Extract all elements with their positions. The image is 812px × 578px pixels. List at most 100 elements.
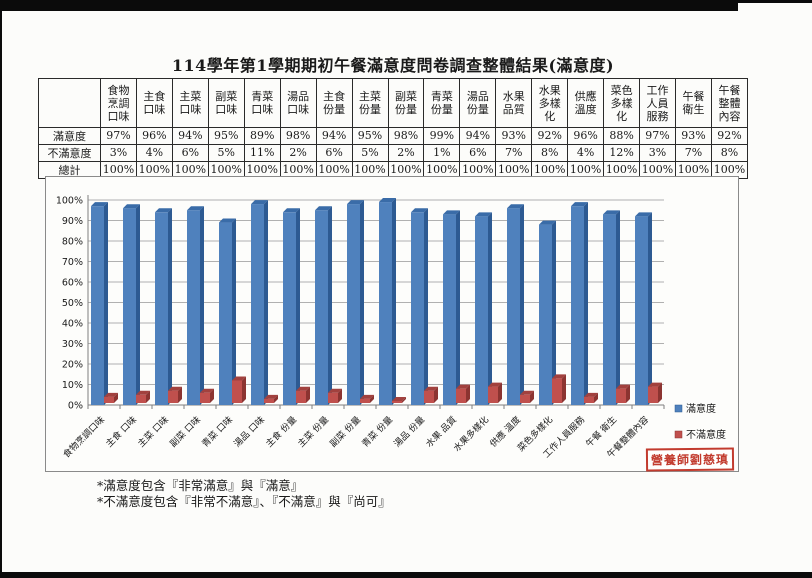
table-column-header: 午餐 衛生: [675, 78, 712, 128]
legend-label-satisfied: 滿意度: [686, 402, 716, 415]
satisfied-bar-side: [520, 204, 524, 405]
satisfied-bar-top: [411, 208, 428, 213]
satisfied-bar-top: [475, 212, 492, 217]
unsatisfied-bar-front: [232, 380, 242, 403]
satisfied-bar-top: [187, 206, 204, 211]
table-cell: 94%: [315, 127, 353, 145]
table-column-header: 湯品 份量: [459, 78, 497, 128]
unsatisfied-bar-front: [616, 388, 626, 403]
y-axis-label: 90%: [62, 216, 83, 227]
category-label: 湯品 口味: [231, 414, 267, 450]
table-row-label: 滿意度: [38, 127, 101, 145]
table-cell: 89%: [243, 127, 281, 145]
category-label: 副菜 份量: [327, 414, 363, 450]
unsatisfied-bar-front: [552, 378, 562, 403]
table-cell: 3%: [639, 144, 676, 162]
table-header-row: 食物 烹調 口味 主食 口味 主菜 口味 副菜 口味 青菜 口味 湯品 口味 主食 份量 主菜…: [38, 78, 749, 128]
unsatisfied-bar-top: [360, 394, 374, 399]
table-column-header: 主食 份量: [315, 78, 353, 128]
table-column-header: 水果 品質: [495, 78, 533, 128]
satisfied-bar-front: [283, 212, 296, 405]
table-cell: 4%: [135, 144, 173, 162]
unsatisfied-bar-side: [146, 390, 150, 403]
category-label: 湯品 份量: [391, 414, 427, 450]
page-title: 114學年第1學期期初午餐滿意度問卷調查整體結果(滿意度): [171, 56, 615, 75]
satisfied-bar-front: [603, 214, 616, 405]
satisfied-bar-side: [296, 208, 300, 405]
category-label: 主食 口味: [103, 414, 139, 450]
y-axis-label: 50%: [62, 298, 83, 309]
unsatisfied-bar-top: [328, 388, 342, 393]
unsatisfied-bar-side: [594, 392, 598, 403]
unsatisfied-bar-top: [616, 384, 630, 389]
table-column-header: 青菜 份量: [423, 78, 461, 128]
satisfied-bar-front: [379, 202, 392, 405]
unsatisfied-bar-top: [392, 396, 406, 401]
satisfaction-chart: 0%10%20%30%40%50%60%70%80%90%100%食物烹調口味主…: [56, 195, 726, 460]
satisfied-bar-top: [251, 200, 268, 205]
table-cell: 92%: [531, 127, 569, 145]
category-label: 副菜 口味: [167, 414, 203, 450]
table-cell: 6%: [459, 144, 497, 162]
unsatisfied-bar-side: [434, 386, 438, 403]
satisfied-bar-side: [104, 202, 108, 405]
unsatisfied-bar-front: [584, 396, 594, 403]
table-cell: 4%: [567, 144, 605, 162]
category-label: 主菜 份量: [295, 414, 331, 450]
unsatisfied-bar-side: [498, 382, 502, 403]
satisfied-bar-front: [155, 212, 168, 405]
satisfied-bar-top: [315, 206, 332, 211]
results-table: 食物 烹調 口味 主食 口味 主菜 口味 副菜 口味 青菜 口味 湯品 口味 主食 份量 主菜…: [38, 78, 749, 179]
unsatisfied-bar-side: [370, 394, 374, 403]
unsatisfied-bar-top: [168, 386, 182, 391]
satisfied-bar-top: [347, 200, 364, 205]
satisfied-bar-top: [219, 218, 236, 223]
table-row: 不滿意度 3% 4% 6% 5% 11% 2% 6% 5% 2% 1% 6% 7% 8% 4% 12% 3% 7%…: [38, 144, 749, 162]
satisfied-bar-side: [616, 210, 620, 405]
satisfied-bar-top: [379, 198, 396, 203]
unsatisfied-bar-front: [360, 398, 370, 403]
category-label: 青菜 口味: [199, 414, 235, 450]
unsatisfied-bar-top: [136, 390, 150, 395]
unsatisfied-bar-side: [178, 386, 182, 403]
table-cell: 2%: [279, 144, 317, 162]
table-cell: 94%: [459, 127, 497, 145]
satisfied-bar-front: [539, 224, 552, 405]
scan-edge-top-thin: [0, 0, 812, 3]
satisfied-bar-side: [456, 210, 460, 405]
y-axis-label: 80%: [62, 237, 83, 248]
unsatisfied-bar-top: [104, 392, 118, 397]
table-cell: 99%: [423, 127, 461, 145]
category-label: 青菜 份量: [359, 414, 395, 450]
table-cell: 8%: [531, 144, 569, 162]
satisfied-bar-top: [91, 202, 108, 207]
table-cell: 6%: [315, 144, 353, 162]
unsatisfied-bar-front: [200, 392, 210, 403]
unsatisfied-bar-front: [456, 388, 466, 403]
unsatisfied-bar-top: [552, 374, 566, 379]
satisfied-bar-front: [91, 206, 104, 405]
note-satisfied: *滿意度包含『非常滿意』與『滿意』: [97, 478, 304, 493]
satisfied-bar-front: [219, 222, 232, 405]
legend-swatch-satisfied: [674, 404, 683, 413]
table-row: 總計 100% 100% 100% 100% 100% 100% 100% 100% 100% 10…: [38, 161, 749, 179]
satisfied-bar-side: [232, 218, 236, 405]
table-cell: 2%: [387, 144, 425, 162]
scan-edge-bottom: [0, 572, 812, 578]
satisfied-bar-front: [187, 210, 200, 405]
table-column-header: 主菜 份量: [351, 78, 389, 128]
table-cell: 11%: [243, 144, 281, 162]
satisfied-bar-side: [488, 212, 492, 405]
satisfied-bar-front: [347, 204, 360, 405]
satisfied-bar-side: [136, 204, 140, 405]
unsatisfied-bar-top: [296, 386, 310, 391]
table-cell: 8%: [710, 144, 749, 162]
table-cell: 7%: [495, 144, 533, 162]
satisfied-bar-side: [168, 208, 172, 405]
satisfied-bar-front: [251, 204, 264, 405]
satisfied-bar-side: [584, 202, 588, 405]
table-column-header: 食物 烹調 口味: [100, 78, 137, 128]
table-cell: 96%: [135, 127, 173, 145]
unsatisfied-bar-front: [648, 386, 658, 403]
table-cell: 92%: [710, 127, 749, 145]
